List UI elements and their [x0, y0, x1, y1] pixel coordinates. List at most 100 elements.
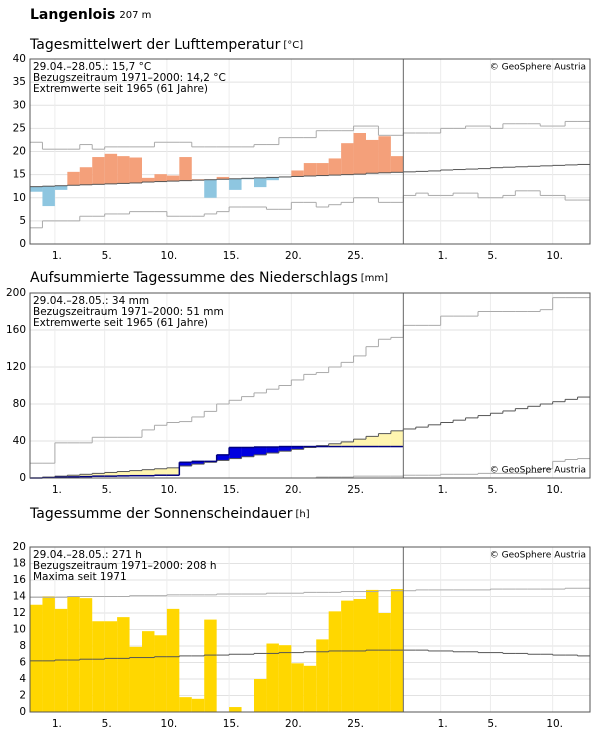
y-tick-label: 8	[19, 640, 26, 652]
x-tick-label: 15.	[223, 718, 240, 729]
unit: [°C]	[283, 40, 303, 51]
y-tick-label: 18	[13, 558, 26, 570]
sunshine-bar	[79, 598, 93, 712]
deviation-area	[179, 462, 192, 466]
x-tick-label: 25.	[347, 484, 364, 496]
temperature-bar	[154, 174, 167, 182]
sunshine-bar	[179, 697, 192, 712]
sunshine-bar	[117, 617, 130, 712]
x-tick-label: 25.	[347, 250, 364, 262]
y-tick-label: 160	[6, 324, 26, 336]
deviation-area	[278, 446, 292, 452]
y-tick-label: 0	[19, 706, 26, 718]
sunshine-bar	[378, 613, 391, 712]
x-tick-label: 10.	[546, 718, 563, 729]
sunshine-bar	[353, 598, 366, 712]
temperature-bar	[366, 139, 379, 174]
title: Tagesmittelwert der Lufttemperatur	[29, 37, 281, 53]
temperature-bar	[179, 157, 192, 181]
sunshine-bar	[30, 604, 43, 712]
copyright: © GeoSphere Austria	[490, 466, 586, 476]
info-line: 29.04.–28.05.: 15,7 °C	[33, 61, 151, 73]
temperature-bar	[328, 158, 342, 176]
deviation-area	[142, 469, 155, 476]
y-tick-label: 120	[6, 361, 26, 373]
temperature-bar	[229, 178, 242, 190]
x-tick-label: 20.	[285, 718, 302, 729]
sunshine-bar	[166, 608, 180, 712]
deviation-area	[378, 433, 391, 447]
deviation-area	[79, 474, 93, 477]
temperature-bar	[129, 157, 142, 183]
temperature-bar	[166, 175, 180, 182]
y-tick-label: 4	[19, 673, 26, 685]
temperature-bar	[254, 177, 267, 188]
x-tick-label: 1.	[438, 250, 448, 262]
temperature-bar	[142, 177, 155, 183]
temperature-bar	[353, 133, 366, 175]
info-line: Bezugszeitraum 1971–2000: 51 mm	[33, 306, 224, 318]
deviation-area	[129, 470, 142, 476]
y-tick-label: 0	[19, 238, 26, 250]
plot-frame	[29, 546, 591, 713]
x-tick-label: 1.	[52, 484, 62, 496]
sunshine-bar	[154, 635, 167, 712]
x-tick-label: 15.	[223, 484, 240, 496]
sunshine-bar	[266, 643, 279, 712]
info-line: Extremwerte seit 1965 (61 Jahre)	[33, 83, 208, 95]
sunshine-bar	[129, 646, 142, 712]
x-tick-label: 5.	[487, 484, 497, 496]
sunshine-bar	[229, 707, 242, 712]
y-tick-label: 10	[13, 624, 26, 636]
temperature-bar	[79, 167, 93, 185]
x-tick-label: 25.	[347, 718, 364, 729]
sunshine-bar	[291, 663, 304, 712]
sunshine-bar	[341, 600, 354, 712]
y-tick-label: 5	[19, 215, 26, 227]
y-tick-label: 20	[13, 146, 26, 158]
deviation-area	[390, 430, 404, 447]
y-tick-label: 20	[13, 541, 26, 553]
deviation-area	[67, 475, 80, 477]
x-tick-label: 10.	[161, 718, 178, 729]
temperature-bar	[30, 186, 43, 192]
copyright: © GeoSphere Austria	[490, 551, 586, 561]
temperature-bar	[54, 185, 68, 190]
sunshine-bar	[42, 596, 55, 712]
y-tick-label: 6	[19, 657, 26, 669]
unit: [mm]	[361, 273, 388, 284]
temperature-bar	[390, 156, 404, 173]
x-tick-label: 5.	[102, 484, 112, 496]
temperature-bar	[341, 143, 354, 175]
deviation-area	[328, 443, 342, 447]
elevation: 207 m	[119, 10, 151, 21]
temperature-bar	[378, 136, 391, 173]
x-tick-label: 5.	[102, 718, 112, 729]
sunshine-bar	[104, 621, 118, 712]
deviation-area	[291, 446, 304, 450]
y-tick-label: 200	[6, 287, 26, 299]
sunshine-bar	[316, 639, 329, 712]
deviation-area	[104, 472, 118, 477]
chart-title: Aufsummierte Tagessumme des Niederschlag…	[30, 270, 388, 286]
info-line: Extremwerte seit 1965 (61 Jahre)	[33, 317, 208, 329]
y-tick-label: 35	[13, 76, 26, 88]
temperature-bar	[266, 177, 279, 181]
y-tick-label: 12	[13, 607, 26, 619]
info-line: Bezugszeitraum 1971–2000: 14,2 °C	[33, 72, 226, 84]
temperature-bar	[216, 176, 230, 180]
temperature-bar	[42, 186, 55, 207]
chart-title: Tagessumme der Sonnenscheindauer [h]	[29, 506, 310, 522]
x-tick-label: 1.	[52, 718, 62, 729]
info-line: 29.04.–28.05.: 271 h	[33, 549, 142, 561]
deviation-area	[254, 447, 267, 455]
sunshine-bar	[92, 621, 105, 712]
sunshine-bar	[67, 596, 80, 712]
deviation-area	[216, 454, 230, 461]
y-tick-label: 0	[19, 472, 26, 484]
x-tick-label: 1.	[52, 250, 62, 262]
info-line: Maxima seit 1971	[33, 571, 127, 583]
deviation-area	[154, 468, 167, 476]
station-name: Langenlois	[30, 7, 115, 23]
sunshine-bar	[366, 589, 379, 712]
